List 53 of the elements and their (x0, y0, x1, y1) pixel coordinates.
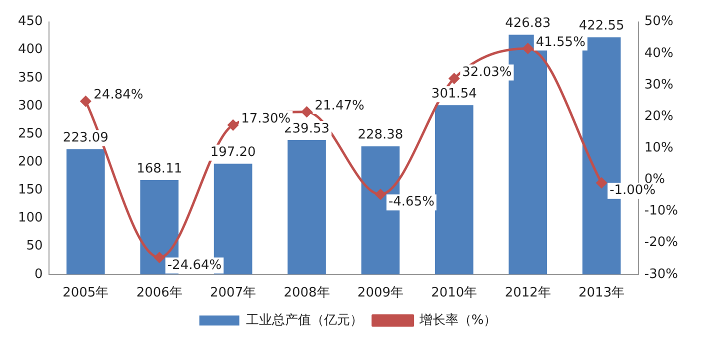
point (596, 178, 607, 188)
y2-tick-label: -10% (644, 204, 678, 219)
y-tick-label: 150 (18, 182, 43, 198)
data-label: 21.47% (314, 98, 364, 114)
x-tick-label: 2010年 (431, 286, 478, 301)
y2-tick-label: 40% (644, 46, 674, 61)
y2-tick-label: 30% (644, 77, 674, 92)
x-tick-label: 2006年 (136, 286, 182, 301)
y-tick-label: 250 (18, 126, 43, 142)
data-label: 17.30% (241, 111, 291, 126)
y2-tick-label: 10% (644, 140, 674, 156)
y2-tick-label: -20% (644, 235, 678, 250)
data-label: 197.20 (210, 145, 256, 160)
data-label: 41.55% (536, 34, 586, 50)
y-tick-label: 100 (18, 210, 43, 226)
bar (288, 140, 326, 274)
y-tick-label: 0 (34, 266, 43, 282)
y-tick-label: 300 (18, 98, 43, 114)
data-label: -24.64% (167, 258, 222, 273)
point (154, 252, 165, 263)
y-tick-label: 400 (18, 42, 43, 58)
point (448, 73, 460, 84)
data-label: 223.09 (62, 130, 108, 146)
data-label: 228.38 (358, 128, 404, 143)
data-label: -4.65% (388, 194, 434, 210)
x-tick-label: 2012年 (504, 286, 551, 301)
data-label: 422.55 (578, 18, 624, 34)
data-label: 32.03% (462, 64, 512, 80)
y-tick-label: 50 (26, 238, 43, 254)
point (302, 106, 312, 118)
x-tick-label: 2007年 (210, 286, 256, 301)
data-label: 24.84% (94, 88, 144, 103)
legend-label: 增长率（%） (418, 312, 497, 328)
y-tick-label: 450 (18, 14, 43, 30)
data-label: 301.54 (431, 86, 477, 102)
x-tick-label: 2008年 (284, 286, 330, 301)
y-tick-label: 350 (18, 70, 43, 86)
data-label: 168.11 (136, 161, 182, 176)
legend-label: 工业总产值（亿元） (246, 312, 363, 328)
bar (435, 105, 474, 274)
point (228, 120, 238, 130)
y-tick-label: 200 (18, 154, 43, 170)
y2-tick-label: 20% (644, 108, 674, 124)
y2-tick-label: 50% (644, 14, 674, 30)
point (522, 43, 534, 54)
x-tick-label: 2013年 (578, 286, 625, 301)
x-tick-label: 2005年 (62, 286, 109, 301)
data-label: 426.83 (505, 16, 551, 32)
point (375, 189, 386, 200)
x-tick-label: 2009年 (357, 286, 404, 301)
y2-tick-label: -30% (644, 266, 678, 282)
point (80, 96, 91, 106)
bar (66, 149, 105, 274)
